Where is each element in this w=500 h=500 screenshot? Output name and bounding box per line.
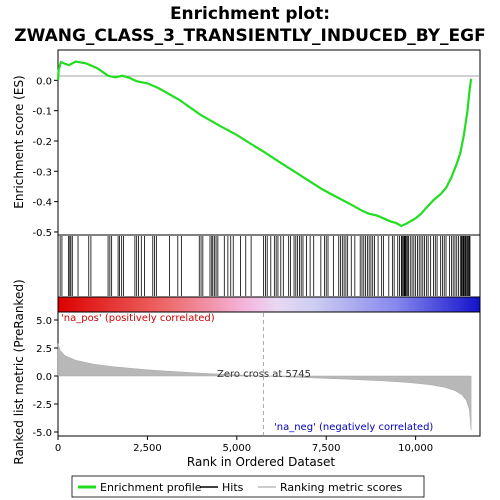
x-tick-label: 10,000 xyxy=(398,443,433,454)
rank-color-bar xyxy=(57,296,481,313)
enrichment-profile-line xyxy=(56,60,473,228)
ranking-metric-area xyxy=(57,343,472,430)
metric-tick-label: -2.5 xyxy=(32,400,52,411)
x-tick-label: 5,000 xyxy=(222,443,251,454)
x-tick-label: 0 xyxy=(55,443,61,454)
hit-markers xyxy=(59,236,471,296)
legend-frame xyxy=(71,475,425,498)
legend: Enrichment profile Hits Ranking metric s… xyxy=(71,475,425,498)
legend-metric-label: Ranking metric scores xyxy=(280,481,402,494)
x-axis-label: Rank in Ordered Dataset xyxy=(187,455,335,469)
legend-enrichment-label: Enrichment profile xyxy=(100,481,202,494)
metric-tick-label: 2.5 xyxy=(36,344,52,355)
es-tick-label: -0.2 xyxy=(32,137,52,148)
es-tick-label: -0.3 xyxy=(32,167,52,178)
x-tick-label: 2,500 xyxy=(133,443,162,454)
es-tick-label: -0.4 xyxy=(32,198,52,209)
x-tick-label: 7,500 xyxy=(312,443,341,454)
zero-cross-label: Zero cross at 5745 xyxy=(217,369,311,380)
metric-tick-label: 0.0 xyxy=(36,372,52,383)
metric-axis-ticks: 5.0 2.5 0.0 -2.5 -5.0 xyxy=(32,316,58,439)
es-panel-frame xyxy=(57,49,481,236)
x-axis-ticks: 0 2,500 5,000 7,500 10,000 xyxy=(55,436,433,454)
chart-title-line2: ZWANG_CLASS_3_TRANSIENTLY_INDUCED_BY_EGF xyxy=(14,26,485,46)
neg-correlation-label: 'na_neg' (negatively correlated) xyxy=(274,422,433,433)
es-tick-label: -0.1 xyxy=(32,107,52,118)
es-tick-label: 0.0 xyxy=(36,76,52,87)
metric-tick-label: -5.0 xyxy=(32,428,52,439)
chart-title-line1: Enrichment plot: xyxy=(170,4,330,24)
legend-hits-label: Hits xyxy=(222,481,244,494)
metric-axis-label: Ranked list metric (PreRanked) xyxy=(12,279,26,464)
pos-correlation-label: 'na_pos' (positively correlated) xyxy=(61,313,215,324)
metric-tick-label: 5.0 xyxy=(36,316,52,327)
es-tick-label: -0.5 xyxy=(32,228,52,239)
es-axis-ticks: 0.0 -0.1 -0.2 -0.3 -0.4 -0.5 xyxy=(32,76,58,239)
es-axis-label: Enrichment score (ES) xyxy=(12,75,26,208)
